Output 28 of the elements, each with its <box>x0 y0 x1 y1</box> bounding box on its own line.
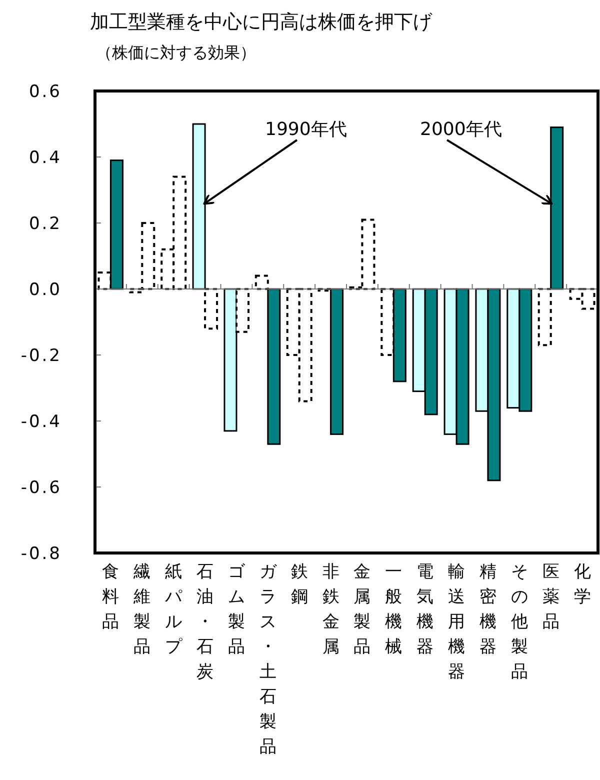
chart-subtitle: （株価に対する効果） <box>96 43 256 62</box>
x-tick-label: 一般機械 <box>385 562 402 657</box>
chart-title: 加工型業種を中心に円高は株価を押下げ <box>90 11 433 33</box>
x-tick-label: ガラス・土石製品 <box>259 562 278 757</box>
x-tick-label: 繊維製品 <box>132 562 151 657</box>
x-tick-label: 石油・石炭 <box>196 562 214 682</box>
y-tick-label: 0.6 <box>28 82 62 102</box>
x-tick-label: 食料品 <box>102 562 120 632</box>
y-tick-label: -0.4 <box>20 412 62 432</box>
x-tick-label: その他製品 <box>510 562 528 682</box>
x-tick-label: 金属製品 <box>354 562 371 657</box>
x-tick-label: ゴム製品 <box>228 562 246 657</box>
annotation: 1990年代 <box>265 119 347 140</box>
x-tick-label: 紙パルプ <box>164 562 184 657</box>
y-tick-label: 0.4 <box>28 148 62 168</box>
annotation: 2000年代 <box>420 119 502 140</box>
y-tick-label: 0.0 <box>28 280 62 300</box>
x-tick-label: 非鉄金属 <box>322 562 340 657</box>
x-tick-label: 電気機器 <box>416 562 434 657</box>
x-tick-label: 鉄鋼 <box>290 562 308 607</box>
y-tick-label: -0.6 <box>20 478 62 498</box>
x-tick-label: 化学 <box>574 562 591 607</box>
y-tick-label: -0.8 <box>20 544 62 564</box>
x-tick-label: 医薬品 <box>542 562 560 632</box>
x-tick-label: 輸送用機器 <box>448 562 466 682</box>
x-tick-label: 精密機器 <box>479 562 496 657</box>
y-tick-label: -0.2 <box>20 346 62 366</box>
y-tick-label: 0.2 <box>28 214 62 234</box>
